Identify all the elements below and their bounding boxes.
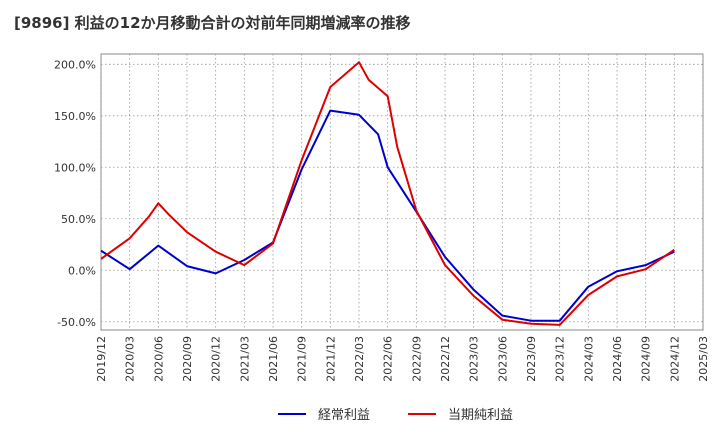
x-tick-label: 2023/12: [554, 336, 567, 382]
x-tick-label: 2023/06: [496, 336, 509, 382]
x-tick-label: 2021/03: [238, 336, 251, 382]
legend-label: 当期純利益: [448, 408, 513, 423]
y-tick-label: 150.0%: [54, 110, 96, 123]
legend-label: 経常利益: [318, 408, 370, 423]
x-tick-label: 2022/12: [439, 336, 452, 382]
x-tick-label: 2020/09: [181, 336, 194, 382]
y-axis-ticks: 200.0% 150.0% 100.0% 50.0% 0.0% -50.0%: [54, 58, 96, 328]
y-tick-label: 100.0%: [54, 161, 96, 174]
y-tick-label: 200.0%: [54, 58, 96, 71]
x-tick-label: 2021/09: [296, 336, 309, 382]
x-tick-label: 2022/03: [353, 336, 366, 382]
x-tick-label: 2022/09: [410, 336, 423, 382]
x-tick-label: 2024/09: [640, 336, 653, 382]
y-tick-label: -50.0%: [57, 316, 96, 329]
y-tick-label: 0.0%: [68, 264, 96, 277]
series-lines: [100, 61, 675, 326]
x-tick-label: 2020/03: [124, 336, 137, 382]
x-tick-label: 2022/06: [382, 336, 395, 382]
plot-area: [100, 53, 704, 331]
series-line-1: [100, 109, 675, 322]
x-tick-label: 2024/12: [668, 336, 681, 382]
series-line-2: [100, 61, 675, 326]
x-tick-label: 2020/06: [152, 336, 165, 382]
y-tick-label: 50.0%: [61, 213, 96, 226]
x-tick-label: 2024/03: [582, 336, 595, 382]
x-tick-label: 2025/03: [697, 336, 710, 382]
x-axis-ticks: 2019/12 2020/03 2020/06 2020/09 2020/12 2021/…: [95, 336, 710, 382]
x-tick-label: 2020/12: [210, 336, 223, 382]
x-tick-label: 2021/12: [324, 336, 337, 382]
legend: 経常利益 当期純利益: [278, 408, 513, 423]
x-tick-label: 2023/03: [468, 336, 481, 382]
x-tick-label: 2023/09: [525, 336, 538, 382]
x-tick-label: 2024/06: [611, 336, 624, 382]
chart-title: [9896] 利益の12か月移動合計の対前年同期増減率の推移: [14, 14, 411, 32]
x-tick-label: 2019/12: [95, 336, 108, 382]
x-tick-label: 2021/06: [267, 336, 280, 382]
